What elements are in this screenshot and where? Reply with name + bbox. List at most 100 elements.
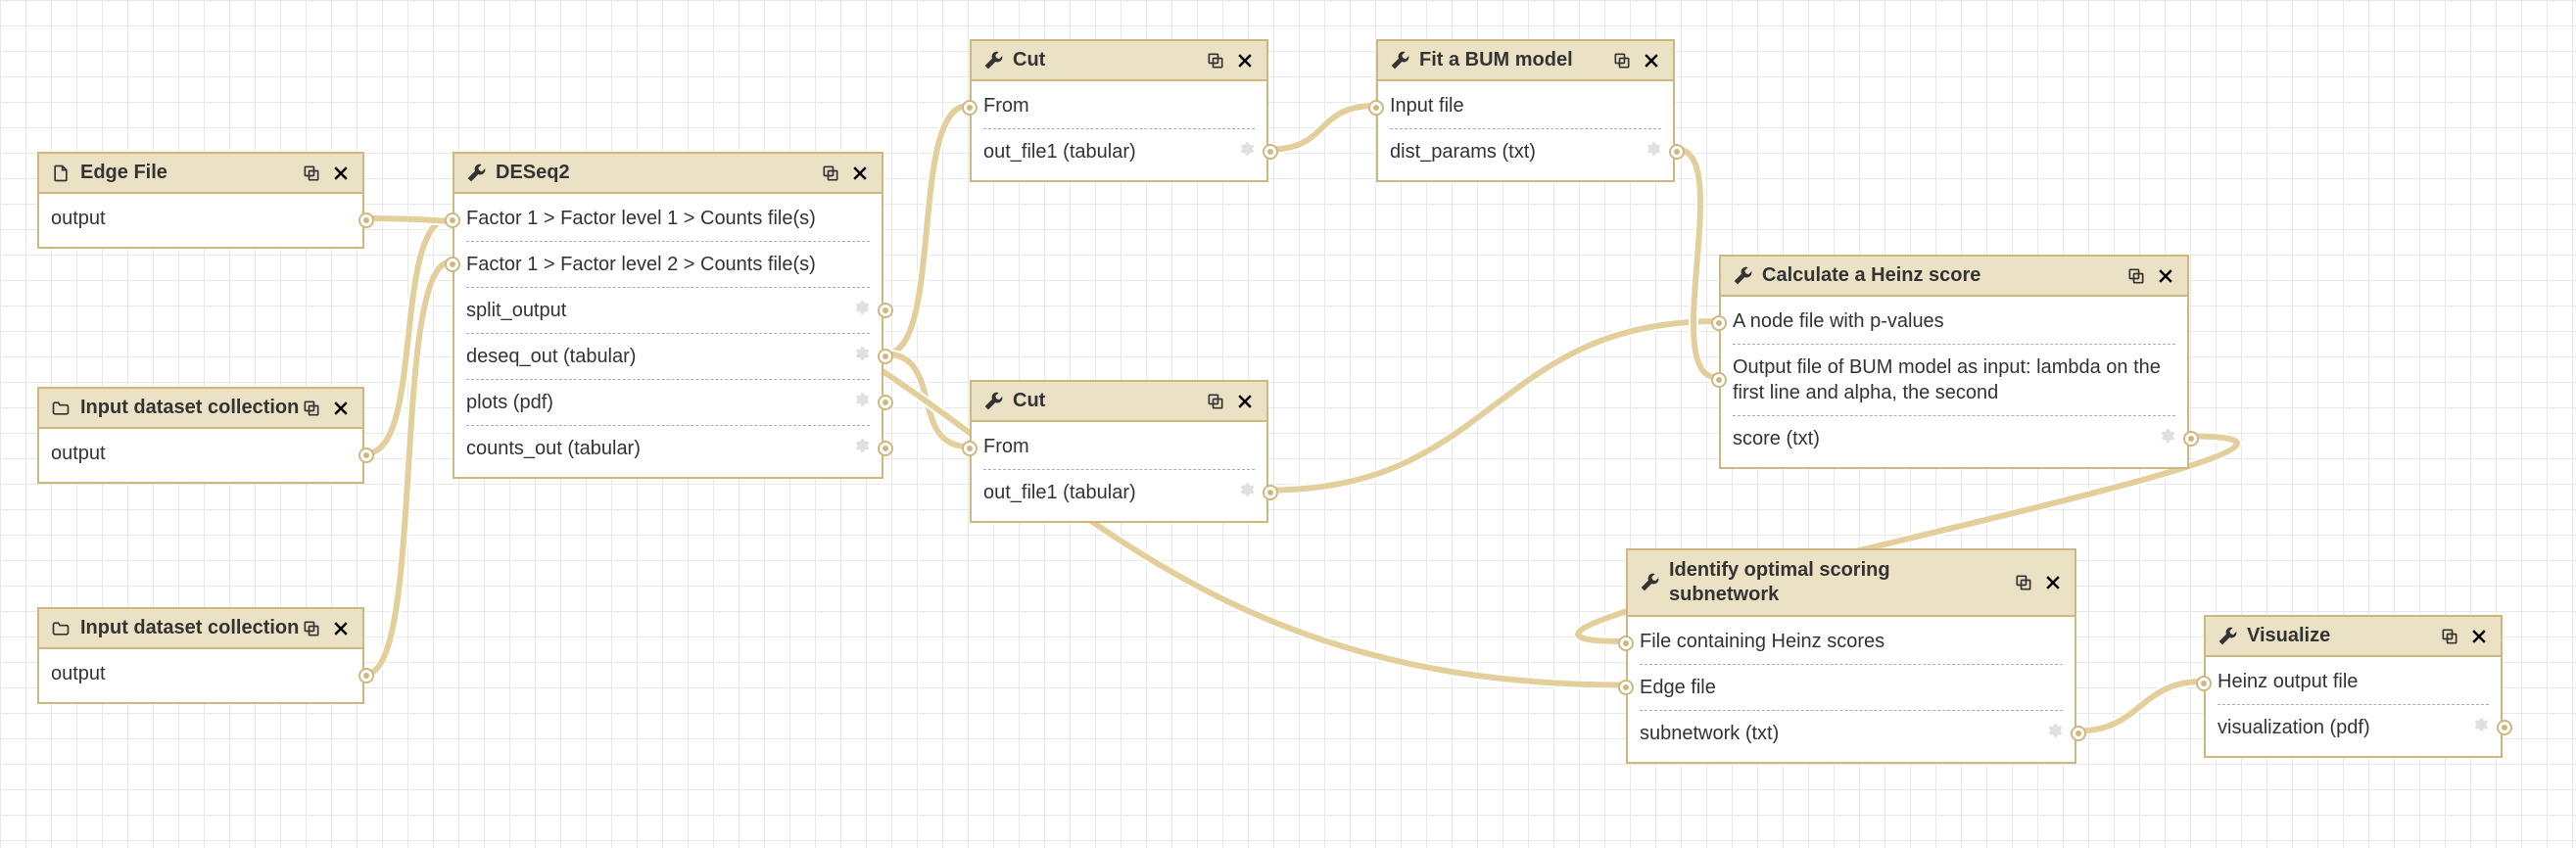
node-header[interactable]: Cut <box>972 382 1266 422</box>
output-label: score (txt) <box>1733 426 2148 451</box>
input-port[interactable] <box>962 441 978 456</box>
output-port[interactable] <box>1263 485 1278 500</box>
output-port[interactable] <box>1263 144 1278 160</box>
output-row: visualization (pdf) <box>2218 704 2489 746</box>
gear-icon[interactable] <box>2471 716 2489 739</box>
close-icon[interactable] <box>1235 392 1255 411</box>
copy-icon[interactable] <box>2014 573 2033 592</box>
input-port[interactable] <box>445 257 460 272</box>
close-icon[interactable] <box>1235 51 1255 71</box>
close-icon[interactable] <box>2156 266 2175 286</box>
node-coll1[interactable]: Input dataset collection output <box>37 387 364 484</box>
copy-icon[interactable] <box>1206 392 1225 411</box>
node-coll2[interactable]: Input dataset collection output <box>37 607 364 704</box>
gear-icon[interactable] <box>852 345 870 368</box>
gear-icon[interactable] <box>852 391 870 414</box>
input-port[interactable] <box>1368 100 1384 116</box>
output-port[interactable] <box>1669 144 1685 160</box>
node-subnet[interactable]: Identify optimal scoring subnetwork File … <box>1626 548 2076 764</box>
node-header[interactable]: Edge File <box>39 154 362 194</box>
input-port[interactable] <box>1618 636 1634 651</box>
close-icon[interactable] <box>331 399 351 418</box>
copy-icon[interactable] <box>1612 51 1632 71</box>
gear-icon[interactable] <box>2158 427 2175 450</box>
wrench-icon <box>2218 627 2237 646</box>
copy-icon[interactable] <box>302 164 321 183</box>
close-icon[interactable] <box>2469 627 2489 646</box>
output-port[interactable] <box>2183 431 2199 447</box>
input-label: Heinz output file <box>2218 669 2489 694</box>
output-port[interactable] <box>358 212 374 228</box>
gear-icon[interactable] <box>852 299 870 322</box>
output-port[interactable] <box>358 448 374 463</box>
copy-icon[interactable] <box>2440 627 2459 646</box>
input-port[interactable] <box>962 100 978 116</box>
node-header[interactable]: Calculate a Heinz score <box>1721 257 2187 297</box>
output-row: plots (pdf) <box>466 379 870 421</box>
close-icon[interactable] <box>331 619 351 638</box>
gear-icon[interactable] <box>2045 722 2063 745</box>
wrench-icon <box>1733 266 1752 286</box>
wrench-icon <box>466 164 486 183</box>
output-label: output <box>51 441 351 466</box>
node-visualize[interactable]: Visualize Heinz output file visualization … <box>2204 615 2503 758</box>
copy-icon[interactable] <box>302 399 321 418</box>
node-header[interactable]: Identify optimal scoring subnetwork <box>1628 550 2075 617</box>
copy-icon[interactable] <box>2126 266 2146 286</box>
close-icon[interactable] <box>2043 573 2063 592</box>
input-row: File containing Heinz scores <box>1640 623 2063 660</box>
output-row: output <box>51 655 351 692</box>
node-header[interactable]: DESeq2 <box>454 154 882 194</box>
node-title: Fit a BUM model <box>1419 49 1602 71</box>
output-label: out_file1 (tabular) <box>983 480 1227 505</box>
close-icon[interactable] <box>331 164 351 183</box>
workflow-canvas[interactable]: { "canvas": { "width": 2630, "height": 8… <box>0 0 2576 848</box>
output-row: deseq_out (tabular) <box>466 333 870 375</box>
node-bum[interactable]: Fit a BUM modelInput filedist_params (tx… <box>1376 39 1675 182</box>
node-heinz_score[interactable]: Calculate a Heinz score A node file with … <box>1719 255 2189 469</box>
output-label: output <box>51 206 351 231</box>
gear-icon[interactable] <box>852 437 870 460</box>
copy-icon[interactable] <box>1206 51 1225 71</box>
copy-icon[interactable] <box>821 164 840 183</box>
node-edge_file[interactable]: Edge File output <box>37 152 364 249</box>
input-row: Output file of BUM model as input: lambd… <box>1733 344 2175 411</box>
output-port[interactable] <box>878 441 893 456</box>
output-port[interactable] <box>2071 726 2086 741</box>
node-body: output <box>39 649 362 702</box>
node-deseq2[interactable]: DESeq2Factor 1 > Factor level 1 > Counts… <box>453 152 883 479</box>
node-header[interactable]: Cut <box>972 41 1266 81</box>
output-row: subnetwork (txt) <box>1640 710 2063 752</box>
output-port[interactable] <box>358 668 374 683</box>
input-row: Heinz output file <box>2218 663 2489 700</box>
output-port[interactable] <box>878 303 893 318</box>
node-body: Fromout_file1 (tabular) <box>972 422 1266 521</box>
copy-icon[interactable] <box>302 619 321 638</box>
close-icon[interactable] <box>850 164 870 183</box>
output-label: counts_out (tabular) <box>466 436 842 461</box>
input-port[interactable] <box>1711 372 1727 388</box>
output-port[interactable] <box>878 395 893 410</box>
output-port[interactable] <box>878 349 893 364</box>
node-header[interactable]: Fit a BUM model <box>1378 41 1673 81</box>
input-port[interactable] <box>2196 676 2212 691</box>
folder-icon <box>51 619 71 638</box>
node-title: Cut <box>1013 390 1196 412</box>
node-cut1[interactable]: CutFromout_file1 (tabular) <box>970 39 1268 182</box>
node-cut2[interactable]: Cut Fromout_file1 (tabular) <box>970 380 1268 523</box>
node-title: Calculate a Heinz score <box>1762 264 2117 287</box>
input-port[interactable] <box>1711 315 1727 331</box>
input-port[interactable] <box>1618 680 1634 695</box>
node-header[interactable]: Visualize <box>2206 617 2501 657</box>
gear-icon[interactable] <box>1644 140 1661 164</box>
node-header[interactable]: Input dataset collection <box>39 389 362 429</box>
node-header[interactable]: Input dataset collection <box>39 609 362 649</box>
input-port[interactable] <box>445 212 460 228</box>
input-label: Edge file <box>1640 675 2063 700</box>
input-label: A node file with p-values <box>1733 308 2175 334</box>
output-row: output <box>51 435 351 472</box>
close-icon[interactable] <box>1642 51 1661 71</box>
gear-icon[interactable] <box>1237 481 1255 504</box>
gear-icon[interactable] <box>1237 140 1255 164</box>
output-port[interactable] <box>2497 720 2512 735</box>
